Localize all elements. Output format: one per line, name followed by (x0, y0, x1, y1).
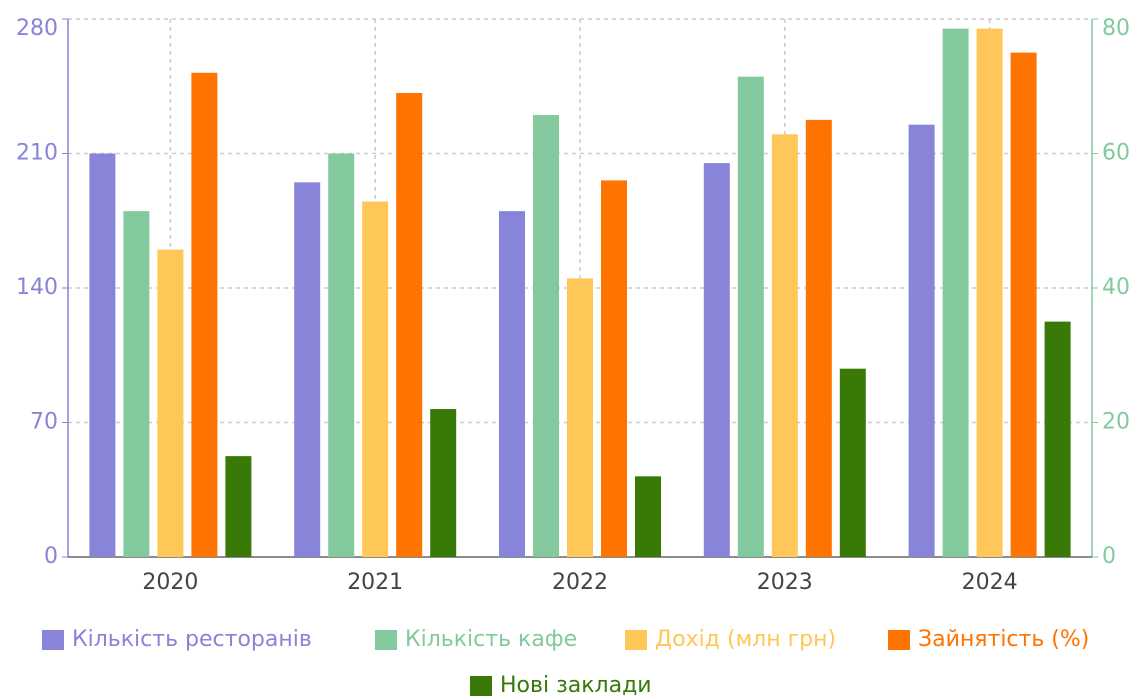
y2-tick-label: 0 (1102, 544, 1116, 569)
bar (703, 163, 730, 557)
legend-label: Дохід (млн грн) (655, 627, 836, 652)
y-tick-label: 140 (16, 275, 58, 300)
y-tick-label: 0 (44, 544, 58, 569)
bar (89, 153, 116, 557)
legend-swatch (375, 630, 397, 650)
bar (294, 182, 321, 558)
bar (976, 28, 1003, 558)
bar (635, 476, 661, 557)
bar (533, 115, 559, 558)
y-tick-label: 210 (16, 141, 58, 166)
bar (157, 249, 184, 558)
x-tick-label: 2023 (757, 570, 813, 595)
bar (567, 278, 593, 557)
x-tick-label: 2024 (962, 570, 1018, 595)
y2-tick-label: 20 (1102, 410, 1130, 435)
bar (123, 211, 150, 557)
y2-tick-label: 80 (1102, 16, 1130, 41)
y-tick-label: 70 (30, 410, 58, 435)
y2-tick-label: 40 (1102, 275, 1130, 300)
bar (942, 28, 969, 558)
legend-label: Кількість ресторанів (72, 627, 312, 652)
legend-label: Зайнятість (%) (918, 627, 1089, 652)
bar (396, 92, 423, 557)
bar (499, 211, 525, 557)
bar (839, 368, 866, 557)
bar (225, 456, 252, 557)
legend-swatch (888, 630, 910, 650)
legend-swatch (470, 676, 492, 696)
x-tick-label: 2020 (142, 570, 198, 595)
bar (737, 76, 764, 558)
bar (908, 124, 935, 557)
bar (430, 409, 457, 557)
bar (1044, 321, 1071, 557)
y-tick-label: 280 (16, 16, 58, 41)
legend-swatch (42, 630, 64, 650)
legend-swatch (625, 630, 647, 650)
bar (362, 201, 389, 558)
bar (328, 153, 355, 557)
x-tick-label: 2022 (552, 570, 608, 595)
bar (771, 134, 798, 558)
bar (601, 180, 627, 557)
legend-label: Кількість кафе (405, 627, 577, 652)
bar (805, 119, 832, 557)
bar (1010, 52, 1037, 557)
bar (191, 72, 218, 558)
x-tick-label: 2021 (347, 570, 403, 595)
legend-label: Нові заклади (500, 673, 652, 698)
y2-tick-label: 60 (1102, 141, 1130, 166)
